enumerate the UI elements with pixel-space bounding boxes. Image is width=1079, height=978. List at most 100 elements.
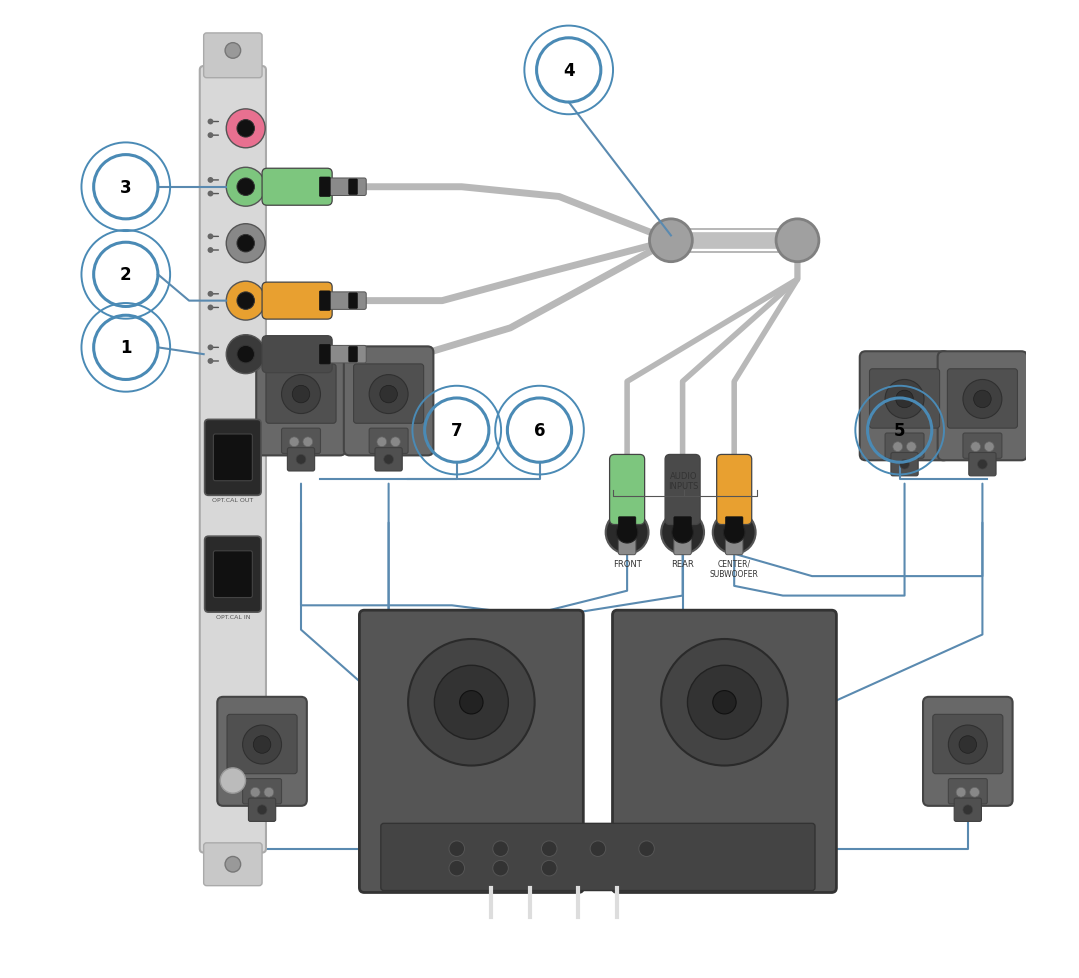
Circle shape: [369, 376, 408, 414]
Circle shape: [237, 235, 255, 252]
FancyBboxPatch shape: [344, 347, 434, 456]
Circle shape: [220, 768, 246, 793]
FancyBboxPatch shape: [349, 347, 357, 363]
Circle shape: [227, 282, 265, 321]
FancyBboxPatch shape: [200, 67, 265, 853]
Circle shape: [959, 736, 976, 753]
Circle shape: [978, 460, 987, 469]
FancyBboxPatch shape: [326, 292, 366, 310]
FancyBboxPatch shape: [319, 345, 330, 365]
FancyBboxPatch shape: [665, 455, 700, 525]
Circle shape: [237, 120, 255, 138]
Circle shape: [384, 455, 394, 465]
Text: AUDIO
INPUTS: AUDIO INPUTS: [668, 471, 699, 491]
FancyBboxPatch shape: [860, 352, 950, 461]
FancyBboxPatch shape: [938, 352, 1027, 461]
FancyBboxPatch shape: [287, 448, 315, 471]
Circle shape: [282, 376, 320, 414]
Circle shape: [207, 192, 214, 198]
FancyBboxPatch shape: [262, 336, 332, 374]
Circle shape: [493, 861, 508, 876]
Text: 4: 4: [563, 62, 574, 80]
FancyBboxPatch shape: [326, 179, 366, 197]
Circle shape: [207, 234, 214, 240]
Text: OPT.CAL OUT: OPT.CAL OUT: [213, 498, 254, 503]
Circle shape: [207, 305, 214, 311]
Circle shape: [435, 666, 508, 739]
FancyBboxPatch shape: [205, 537, 261, 612]
Text: 3: 3: [120, 179, 132, 197]
Circle shape: [970, 787, 980, 797]
Circle shape: [885, 380, 924, 419]
Text: OPT.CAL IN: OPT.CAL IN: [216, 614, 250, 619]
FancyBboxPatch shape: [673, 517, 692, 531]
Text: 2: 2: [120, 266, 132, 284]
Circle shape: [227, 168, 265, 207]
Circle shape: [377, 437, 386, 447]
Circle shape: [493, 841, 508, 857]
FancyBboxPatch shape: [947, 370, 1017, 428]
FancyBboxPatch shape: [969, 453, 996, 476]
Text: REAR: REAR: [671, 559, 694, 568]
Circle shape: [892, 442, 903, 452]
Circle shape: [616, 522, 638, 544]
Circle shape: [391, 437, 400, 447]
Text: FRONT: FRONT: [613, 559, 642, 568]
FancyBboxPatch shape: [282, 428, 320, 454]
Circle shape: [380, 386, 397, 403]
Text: 1: 1: [120, 339, 132, 357]
FancyBboxPatch shape: [923, 697, 1012, 806]
Circle shape: [984, 442, 994, 452]
Circle shape: [303, 437, 313, 447]
FancyBboxPatch shape: [256, 347, 345, 456]
Circle shape: [237, 346, 255, 364]
FancyBboxPatch shape: [204, 843, 262, 886]
Circle shape: [408, 640, 534, 766]
FancyBboxPatch shape: [204, 34, 262, 78]
Circle shape: [243, 726, 282, 764]
FancyBboxPatch shape: [243, 778, 282, 804]
Circle shape: [226, 857, 241, 872]
FancyBboxPatch shape: [262, 283, 332, 320]
FancyBboxPatch shape: [610, 455, 644, 525]
FancyBboxPatch shape: [319, 178, 330, 198]
Text: 6: 6: [534, 422, 545, 440]
Circle shape: [713, 511, 755, 555]
FancyBboxPatch shape: [214, 552, 252, 598]
FancyBboxPatch shape: [381, 823, 815, 891]
FancyBboxPatch shape: [375, 448, 402, 471]
FancyBboxPatch shape: [954, 798, 982, 822]
FancyBboxPatch shape: [359, 610, 584, 893]
FancyBboxPatch shape: [205, 420, 261, 496]
FancyBboxPatch shape: [618, 527, 636, 556]
FancyBboxPatch shape: [613, 610, 836, 893]
FancyBboxPatch shape: [265, 365, 336, 423]
Circle shape: [962, 380, 1002, 419]
Circle shape: [776, 220, 819, 262]
Circle shape: [296, 455, 305, 465]
FancyBboxPatch shape: [214, 434, 252, 481]
Circle shape: [257, 805, 267, 815]
Circle shape: [254, 736, 271, 753]
Circle shape: [227, 335, 265, 375]
Circle shape: [449, 841, 465, 857]
FancyBboxPatch shape: [932, 715, 1002, 774]
Circle shape: [948, 726, 987, 764]
Circle shape: [207, 247, 214, 253]
Text: 5: 5: [893, 422, 905, 440]
FancyBboxPatch shape: [618, 517, 636, 531]
Circle shape: [661, 511, 704, 555]
Circle shape: [906, 442, 916, 452]
FancyBboxPatch shape: [962, 433, 1002, 459]
Circle shape: [227, 110, 265, 149]
Circle shape: [896, 391, 913, 408]
Circle shape: [237, 292, 255, 310]
Circle shape: [639, 841, 654, 857]
FancyBboxPatch shape: [319, 291, 330, 311]
FancyBboxPatch shape: [725, 517, 743, 531]
Circle shape: [292, 386, 310, 403]
Circle shape: [900, 460, 910, 469]
FancyBboxPatch shape: [248, 798, 276, 822]
FancyBboxPatch shape: [948, 778, 987, 804]
Circle shape: [962, 805, 972, 815]
